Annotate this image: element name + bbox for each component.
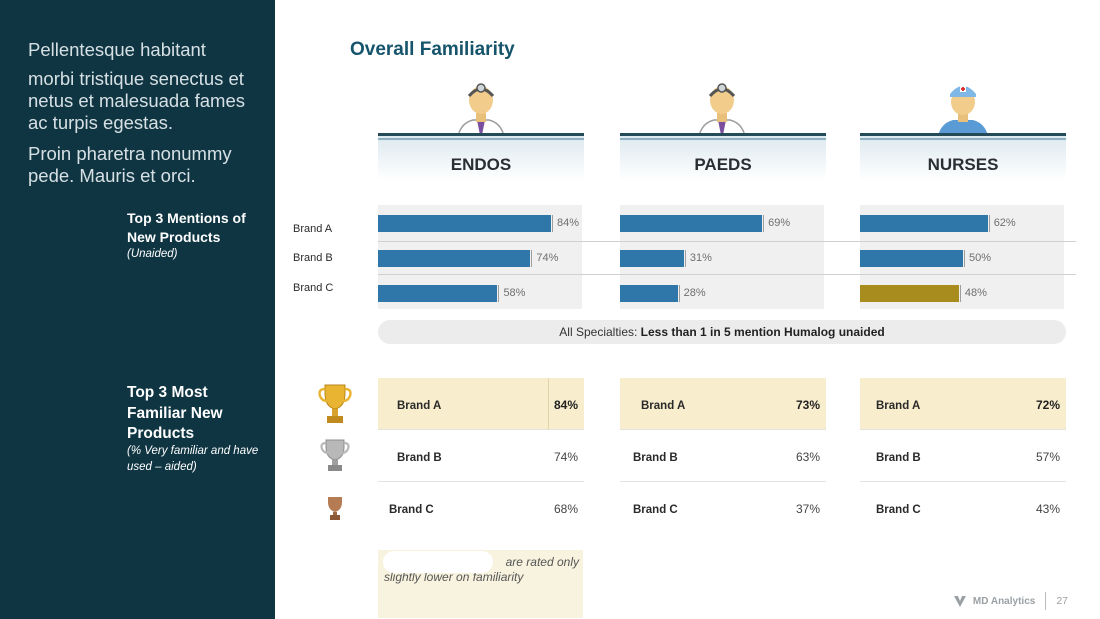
intro-text-3: Proin pharetra nonummy pede. Mauris et o… xyxy=(28,143,232,186)
bar-value-label: 31% xyxy=(689,252,712,264)
familiar-percent: 84% xyxy=(553,398,578,412)
redaction-mask xyxy=(383,551,493,573)
bar-endos-1 xyxy=(378,250,531,267)
bottom-note-line2: slightly lower on familiarity xyxy=(384,570,524,584)
footer: MD Analytics 27 xyxy=(953,592,1068,610)
brand-name: Brand C xyxy=(633,504,678,516)
familiarity-table-nurses: Brand A 72% Brand B 57% Brand C 43% xyxy=(860,378,1066,534)
brand-name: Brand C xyxy=(876,504,921,516)
table-row: Brand B 57% xyxy=(860,430,1066,482)
gold-trophy-icon xyxy=(318,384,352,423)
column-header-paeds: PAEDS xyxy=(620,133,826,181)
bar-value-label: 74% xyxy=(536,252,559,264)
column-label: ENDOS xyxy=(450,155,512,174)
row-divider xyxy=(378,241,1076,242)
section-familiar-subtitle: (% Very familiar and have used – aided) xyxy=(127,445,259,473)
bar-end-tick xyxy=(988,215,990,232)
intro-text-1: Pellentesque habitant xyxy=(28,39,206,60)
specialties-note: All Specialties: Less than 1 in 5 mentio… xyxy=(378,320,1066,344)
row-divider xyxy=(378,274,1076,275)
row-label-brand-c: Brand C xyxy=(293,282,334,294)
brand-name: Brand B xyxy=(397,452,442,464)
section-mentions-subtitle: (Unaided) xyxy=(127,248,178,260)
table-row: Brand C 68% xyxy=(378,482,584,534)
note-prefix: All Specialties: xyxy=(559,325,641,339)
familiar-percent: 43% xyxy=(1035,502,1060,516)
column-header-nurses: NURSES xyxy=(860,133,1066,181)
page-number: 27 xyxy=(1056,595,1068,607)
familiar-percent: 57% xyxy=(1035,450,1060,464)
table-row: Brand A 72% xyxy=(860,378,1066,430)
bar-nurses-1 xyxy=(860,250,963,267)
bar-nurses-2 xyxy=(860,285,959,302)
table-row: Brand C 37% xyxy=(620,482,826,534)
bar-end-tick xyxy=(552,215,553,232)
footer-logo-text: MD Analytics xyxy=(972,595,1036,607)
familiar-percent: 73% xyxy=(795,398,820,412)
column-label: PAEDS xyxy=(694,155,752,174)
bar-value-label: 50% xyxy=(968,252,991,264)
row-label-brand-a: Brand A xyxy=(293,223,333,235)
bar-value-label: 69% xyxy=(768,217,791,229)
familiar-percent: 72% xyxy=(1035,398,1060,412)
table-row: Brand A 73% xyxy=(620,378,826,430)
brand-name: Brand A xyxy=(876,400,921,412)
bar-paeds-1 xyxy=(620,250,684,267)
familiar-percent: 68% xyxy=(553,502,578,516)
bar-end-tick xyxy=(684,250,686,267)
table-row: Brand A 84% xyxy=(378,378,584,430)
bottom-note: are rated only slightly lower on familia… xyxy=(378,550,583,618)
familiar-percent: 74% xyxy=(553,450,578,464)
silver-trophy-icon xyxy=(320,439,350,471)
table-row: Brand B 63% xyxy=(620,430,826,482)
familiarity-table-paeds: Brand A 73% Brand B 63% Brand C 37% xyxy=(620,378,826,534)
brand-name: Brand B xyxy=(633,452,678,464)
note-highlight: Less than 1 in 5 mention Humalog unaided xyxy=(640,325,885,339)
bar-paeds-2 xyxy=(620,285,678,302)
bar-nurses-0 xyxy=(860,215,988,232)
brand-name: Brand C xyxy=(389,504,434,516)
bar-endos-0 xyxy=(378,215,551,232)
bar-end-tick xyxy=(498,285,500,302)
column-label: NURSES xyxy=(927,155,999,174)
intro-text-2: morbi tristique senectus et netus et mal… xyxy=(28,68,245,133)
bar-end-tick xyxy=(959,285,961,302)
column-header-endos: ENDOS xyxy=(378,133,584,181)
left-panel: Pellentesque habitant morbi tristique se… xyxy=(0,0,275,619)
familiarity-table-endos: Brand A 84% Brand B 74% Brand C 68% xyxy=(378,378,584,534)
bar-value-label: 62% xyxy=(993,217,1016,229)
bar-value-label: 84% xyxy=(557,217,580,229)
familiar-percent: 37% xyxy=(795,502,820,516)
bar-paeds-0 xyxy=(620,215,763,232)
brand-name: Brand A xyxy=(641,400,686,412)
section-mentions-title: Top 3 Mentions of New Products xyxy=(127,210,246,245)
bronze-trophy-icon xyxy=(328,497,342,520)
brand-name: Brand B xyxy=(876,452,921,464)
bar-end-tick xyxy=(963,250,965,267)
md-analytics-logo-icon xyxy=(953,596,966,607)
brand-name: Brand A xyxy=(397,400,442,412)
bar-end-tick xyxy=(763,215,765,232)
bar-value-label: 28% xyxy=(683,287,706,299)
bar-end-tick xyxy=(678,285,680,302)
bar-end-tick xyxy=(531,250,533,267)
bar-endos-2 xyxy=(378,285,498,302)
bar-value-label: 48% xyxy=(964,287,987,299)
section-familiar-title: Top 3 Most Familiar New Products xyxy=(127,384,223,442)
row-label-brand-b: Brand B xyxy=(293,252,333,264)
table-row: Brand B 74% xyxy=(378,430,584,482)
page-title: Overall Familiarity xyxy=(350,39,515,60)
familiar-percent: 63% xyxy=(795,450,820,464)
table-row: Brand C 43% xyxy=(860,482,1066,534)
bottom-note-line1: are rated only xyxy=(505,555,579,569)
bar-value-label: 58% xyxy=(503,287,526,299)
